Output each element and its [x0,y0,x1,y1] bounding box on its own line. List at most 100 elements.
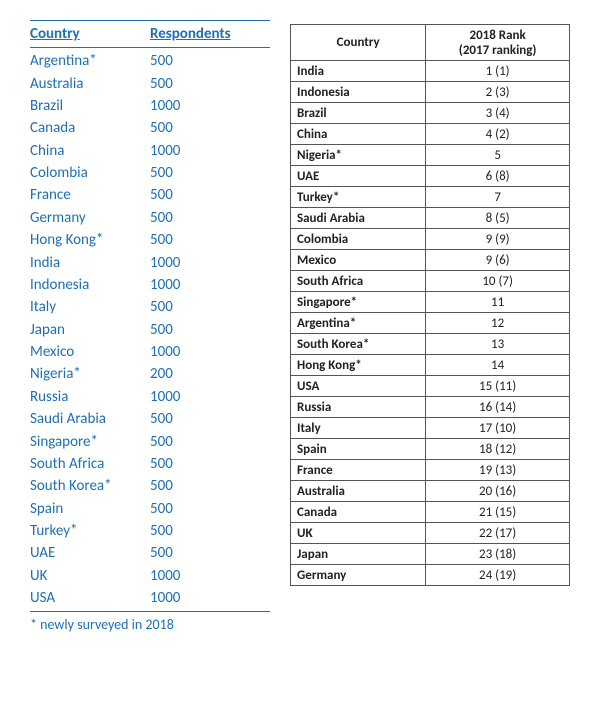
table-row: Spain500 [30,498,270,520]
country-cell: France [291,460,426,481]
table-row: Italy17 (10) [291,418,570,439]
country-cell: Saudi Arabia [291,208,426,229]
rank-cell: 4 (2) [426,124,570,145]
respondents-cell: 500 [150,544,270,562]
table-row: South Korea*500 [30,475,270,497]
table-row: Japan23 (18) [291,544,570,565]
table-row: USA15 (11) [291,376,570,397]
rank-rows: India1 (1)Indonesia2 (3)Brazil3 (4)China… [291,61,570,586]
country-cell: Turkey* [30,522,150,540]
respondents-table: Country Respondents Argentina*500Austral… [30,20,270,633]
country-cell: Germany [30,209,150,227]
table-row: Italy500 [30,296,270,318]
respondents-cell: 1000 [150,254,270,272]
rank-cell: 14 [426,355,570,376]
respondents-cell: 500 [150,52,270,70]
table-row: South Korea*13 [291,334,570,355]
table-row: Turkey*7 [291,187,570,208]
table-row: Singapore*11 [291,292,570,313]
respondents-cell: 1000 [150,97,270,115]
rank-cell: 9 (9) [426,229,570,250]
table-row: Colombia500 [30,162,270,184]
country-cell: Spain [291,439,426,460]
table-row: Hong Kong*500 [30,229,270,251]
country-cell: Colombia [291,229,426,250]
rank-cell: 6 (8) [426,166,570,187]
rank-cell: 24 (19) [426,565,570,586]
respondents-rows: Argentina*500Australia500Brazil1000Canad… [30,48,270,612]
respondents-cell: 500 [150,433,270,451]
respondents-cell: 500 [150,186,270,204]
respondents-cell: 500 [150,522,270,540]
country-cell: Hong Kong* [30,231,150,249]
respondents-cell: 500 [150,455,270,473]
country-cell: Argentina* [30,52,150,70]
respondents-cell: 1000 [150,567,270,585]
header-country: Country [30,25,150,43]
respondents-cell: 1000 [150,589,270,607]
country-cell: China [291,124,426,145]
country-cell: Russia [291,397,426,418]
country-cell: USA [291,376,426,397]
rank-cell: 10 (7) [426,271,570,292]
rank-header-row: Country 2018 Rank (2017 ranking) [291,25,570,61]
rank-cell: 9 (6) [426,250,570,271]
country-cell: Brazil [291,103,426,124]
table-row: France500 [30,184,270,206]
country-cell: Argentina* [291,313,426,334]
table-row: Argentina*500 [30,50,270,72]
table-row: India1 (1) [291,61,570,82]
country-cell: Australia [30,75,150,93]
table-row: Japan500 [30,319,270,341]
table-row: Germany500 [30,207,270,229]
table-row: South Africa500 [30,453,270,475]
country-cell: Saudi Arabia [30,410,150,428]
table-row: Argentina*12 [291,313,570,334]
table-row: Indonesia2 (3) [291,82,570,103]
table-row: UAE500 [30,542,270,564]
country-cell: Japan [30,321,150,339]
respondents-cell: 500 [150,500,270,518]
respondents-cell: 200 [150,365,270,383]
two-table-layout: Country Respondents Argentina*500Austral… [30,20,570,633]
table-row: China1000 [30,140,270,162]
table-row: India1000 [30,251,270,273]
footnote: * newly surveyed in 2018 [30,616,270,633]
rank-cell: 12 [426,313,570,334]
country-cell: South Africa [30,455,150,473]
table-row: Spain18 (12) [291,439,570,460]
rank-cell: 5 [426,145,570,166]
table-row: South Africa10 (7) [291,271,570,292]
table-row: Brazil1000 [30,95,270,117]
country-cell: Indonesia [30,276,150,294]
table-row: Hong Kong*14 [291,355,570,376]
table-row: Mexico9 (6) [291,250,570,271]
country-cell: Spain [30,500,150,518]
country-cell: Nigeria* [30,365,150,383]
respondents-cell: 500 [150,119,270,137]
rank-table: Country 2018 Rank (2017 ranking) India1 … [290,24,570,586]
rank-cell: 23 (18) [426,544,570,565]
table-row: Singapore*500 [30,430,270,452]
country-cell: Japan [291,544,426,565]
table-row: Australia500 [30,72,270,94]
respondents-cell: 1000 [150,388,270,406]
country-cell: France [30,186,150,204]
rank-cell: 17 (10) [426,418,570,439]
rank-cell: 1 (1) [426,61,570,82]
country-cell: South Africa [291,271,426,292]
respondents-cell: 500 [150,298,270,316]
table-row: Canada500 [30,117,270,139]
header-respondents: Respondents [150,25,270,43]
rank-cell: 11 [426,292,570,313]
respondents-cell: 1000 [150,276,270,294]
country-cell: Indonesia [291,82,426,103]
country-cell: USA [30,589,150,607]
table-row: Colombia9 (9) [291,229,570,250]
table-row: Australia20 (16) [291,481,570,502]
country-cell: India [30,254,150,272]
table-row: Nigeria*200 [30,363,270,385]
country-cell: China [30,142,150,160]
country-cell: Colombia [30,164,150,182]
respondents-header: Country Respondents [30,20,270,48]
